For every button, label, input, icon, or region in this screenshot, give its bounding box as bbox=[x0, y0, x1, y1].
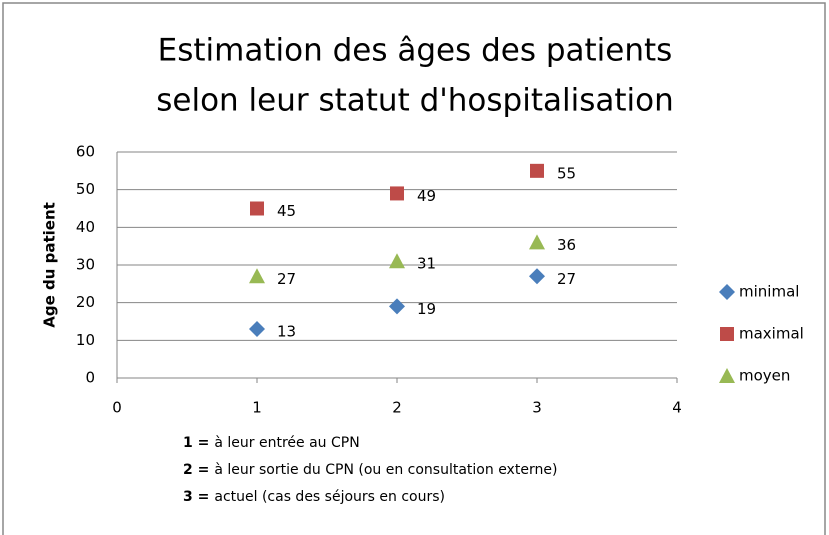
data-label: 13 bbox=[277, 323, 296, 341]
legend-label: maximal bbox=[739, 325, 804, 343]
marker bbox=[390, 186, 404, 201]
note: 1 = à leur entrée au CPN bbox=[183, 435, 360, 451]
marker bbox=[529, 234, 545, 250]
data-label: 49 bbox=[417, 187, 436, 205]
note-text: à leur sortie du CPN (ou en consultation… bbox=[214, 462, 557, 478]
marker bbox=[719, 284, 735, 300]
y-tick-label: 40 bbox=[76, 218, 95, 236]
marker bbox=[719, 368, 735, 383]
note: 2 = à leur sortie du CPN (ou en consultat… bbox=[183, 462, 557, 478]
x-tick-label: 0 bbox=[112, 399, 122, 417]
data-label: 45 bbox=[277, 202, 296, 220]
note-text: actuel (cas des séjours en cours) bbox=[214, 489, 445, 505]
y-axis-label: Age du patient bbox=[41, 202, 59, 328]
data-label: 19 bbox=[417, 300, 436, 318]
chart-title: Estimation des âges des patients bbox=[158, 33, 673, 69]
y-tick-label: 50 bbox=[76, 180, 95, 198]
y-tick-label: 10 bbox=[76, 331, 95, 349]
y-tick-label: 30 bbox=[76, 256, 95, 274]
data-label: 27 bbox=[557, 270, 576, 288]
legend-label: moyen bbox=[739, 367, 790, 385]
note-key: 3 = bbox=[183, 489, 209, 505]
x-tick-label: 2 bbox=[392, 399, 402, 417]
x-tick-label: 1 bbox=[252, 399, 262, 417]
data-label: 27 bbox=[277, 270, 296, 288]
data-label: 31 bbox=[417, 255, 436, 273]
marker bbox=[389, 253, 405, 269]
note-key: 1 = bbox=[183, 435, 209, 451]
marker bbox=[530, 163, 544, 178]
y-tick-label: 60 bbox=[76, 143, 95, 161]
note-text: à leur entrée au CPN bbox=[214, 435, 359, 451]
y-tick-label: 0 bbox=[85, 369, 95, 387]
marker bbox=[250, 201, 264, 216]
marker bbox=[249, 321, 265, 338]
data-label: 55 bbox=[557, 164, 576, 182]
legend-label: minimal bbox=[739, 283, 799, 301]
x-tick-label: 4 bbox=[672, 399, 682, 417]
data-label: 36 bbox=[557, 236, 576, 254]
marker bbox=[249, 268, 265, 284]
note: 3 = actuel (cas des séjours en cours) bbox=[183, 489, 445, 505]
chart-title: selon leur statut d'hospitalisation bbox=[156, 83, 674, 119]
marker bbox=[720, 327, 734, 341]
marker bbox=[529, 268, 545, 285]
marker bbox=[389, 298, 405, 315]
note-key: 2 = bbox=[183, 462, 209, 478]
x-tick-label: 3 bbox=[532, 399, 542, 417]
y-tick-label: 20 bbox=[76, 293, 95, 311]
